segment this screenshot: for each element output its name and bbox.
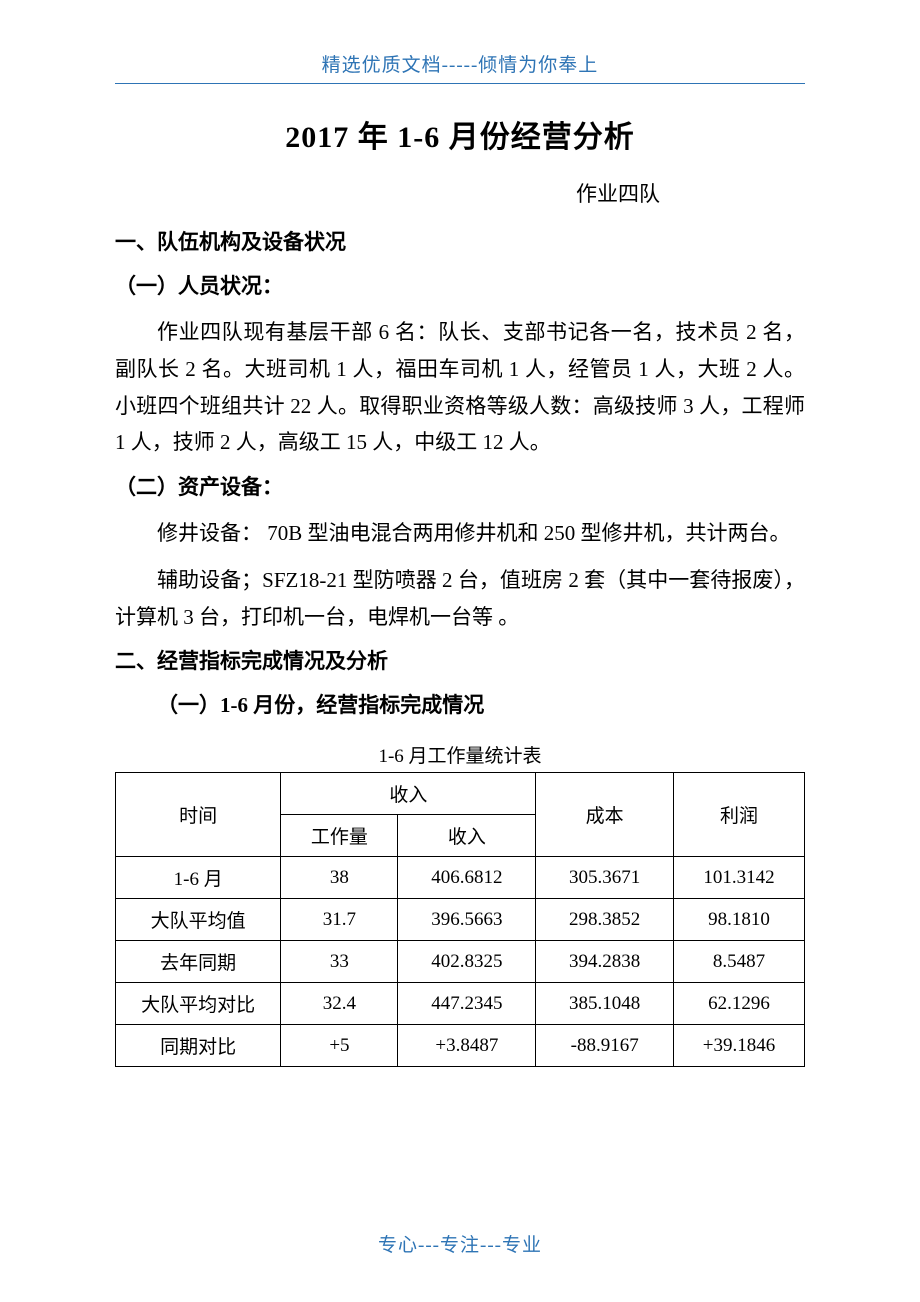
cell-workload: 33 (281, 941, 398, 983)
section-1-1-para: 作业四队现有基层干部 6 名：队长、支部书记各一名，技术员 2 名，副队长 2 … (115, 314, 805, 461)
page-header: 精选优质文档-----倾情为你奉上 (115, 50, 805, 83)
cell-profit: 8.5487 (674, 941, 805, 983)
cell-profit: +39.1846 (674, 1025, 805, 1067)
table-row: 1-6 月 38 406.6812 305.3671 101.3142 (116, 857, 805, 899)
section-1-1-heading: （一）人员状况： (115, 270, 805, 300)
table-row: 同期对比 +5 +3.8487 -88.9167 +39.1846 (116, 1025, 805, 1067)
th-workload: 工作量 (281, 815, 398, 857)
cell-cost: 385.1048 (536, 983, 674, 1025)
cell-time: 同期对比 (116, 1025, 281, 1067)
cell-time: 大队平均值 (116, 899, 281, 941)
cell-cost: -88.9167 (536, 1025, 674, 1067)
cell-profit: 98.1810 (674, 899, 805, 941)
cell-time: 去年同期 (116, 941, 281, 983)
section-1-2-heading: （二）资产设备： (115, 471, 805, 501)
section-1-heading: 一、队伍机构及设备状况 (115, 226, 805, 256)
cell-income: +3.8487 (398, 1025, 536, 1067)
cell-cost: 394.2838 (536, 941, 674, 983)
th-cost: 成本 (536, 773, 674, 857)
section-2-1-heading: （一）1-6 月份，经营指标完成情况 (115, 689, 805, 719)
table-body: 1-6 月 38 406.6812 305.3671 101.3142 大队平均… (116, 857, 805, 1067)
th-income-group: 收入 (281, 773, 536, 815)
cell-profit: 101.3142 (674, 857, 805, 899)
cell-income: 402.8325 (398, 941, 536, 983)
cell-cost: 305.3671 (536, 857, 674, 899)
cell-workload: 31.7 (281, 899, 398, 941)
cell-time: 大队平均对比 (116, 983, 281, 1025)
page-footer: 专心---专注---专业 (0, 1230, 920, 1257)
table-row: 大队平均值 31.7 396.5663 298.3852 98.1810 (116, 899, 805, 941)
cell-profit: 62.1296 (674, 983, 805, 1025)
document-page: 精选优质文档-----倾情为你奉上 2017 年 1-6 月份经营分析 作业四队… (0, 0, 920, 1107)
section-2-heading: 二、经营指标完成情况及分析 (115, 645, 805, 675)
document-author: 作业四队 (115, 178, 805, 208)
header-divider (115, 83, 805, 84)
cell-workload: 38 (281, 857, 398, 899)
section-1-2-para2: 辅助设备；SFZ18-21 型防喷器 2 台，值班房 2 套（其中一套待报废），… (115, 562, 805, 636)
cell-cost: 298.3852 (536, 899, 674, 941)
table-title: 1-6 月工作量统计表 (115, 741, 805, 768)
th-time: 时间 (116, 773, 281, 857)
th-income-sub: 收入 (398, 815, 536, 857)
cell-income: 406.6812 (398, 857, 536, 899)
table-header-row-1: 时间 收入 成本 利润 (116, 773, 805, 815)
cell-income: 447.2345 (398, 983, 536, 1025)
cell-workload: +5 (281, 1025, 398, 1067)
section-1-2-para1: 修井设备： 70B 型油电混合两用修井机和 250 型修井机，共计两台。 (115, 515, 805, 552)
document-title: 2017 年 1-6 月份经营分析 (115, 112, 805, 156)
cell-workload: 32.4 (281, 983, 398, 1025)
workload-table: 时间 收入 成本 利润 工作量 收入 1-6 月 38 406.6812 305… (115, 772, 805, 1067)
table-row: 大队平均对比 32.4 447.2345 385.1048 62.1296 (116, 983, 805, 1025)
th-profit: 利润 (674, 773, 805, 857)
cell-income: 396.5663 (398, 899, 536, 941)
cell-time: 1-6 月 (116, 857, 281, 899)
table-row: 去年同期 33 402.8325 394.2838 8.5487 (116, 941, 805, 983)
